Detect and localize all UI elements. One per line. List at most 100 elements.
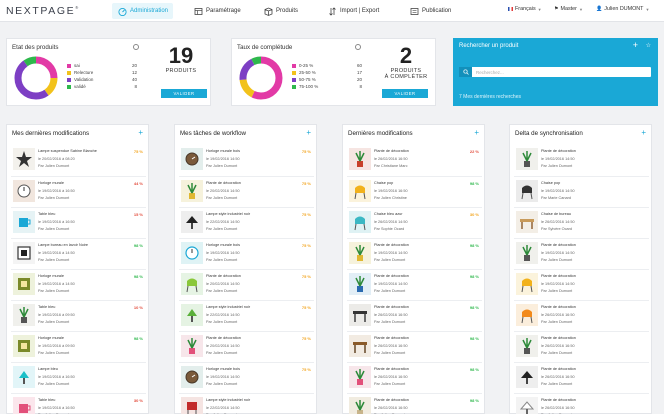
list-item[interactable]: Plante de décoration le 19/02/2016 14:50 P…	[514, 238, 649, 269]
list-item[interactable]: Lampe style industriel noir le 22/02/2016…	[179, 393, 314, 414]
publication-icon	[409, 6, 419, 16]
legend-item: validé 8	[67, 83, 137, 90]
list-item[interactable]: Plante de décoration le 19/02/2016 14:50 P…	[514, 145, 649, 176]
catalog-icon: ⚑	[554, 6, 559, 12]
completion-percent: 15 %	[133, 212, 143, 217]
list-item[interactable]: Lampe suspendue Sabine Blanche le 20/02/2…	[11, 145, 146, 176]
completion-percent: 22 %	[469, 149, 479, 154]
product-date: le 19/02/2016 14:50	[541, 189, 575, 193]
nav-parametrage[interactable]: Paramétrage	[188, 3, 246, 19]
list-item[interactable]: Lampe style industriel noir le 22/02/2016…	[179, 207, 314, 238]
column-sync-delta: Delta de synchronisation + Plante de déc…	[509, 124, 652, 414]
nav-import-export[interactable]: Import | Export	[322, 3, 384, 19]
recent-searches-link[interactable]: 7 Mes dernières recherches	[459, 94, 521, 100]
legend-item: 25-50 % 17	[292, 69, 362, 76]
list-item[interactable]: Plante de décoration le 20/02/2016 14:50 P…	[179, 269, 314, 300]
user-menu[interactable]: 👤 Julien DUMONT ▼	[596, 6, 649, 12]
product-name: Table bleu	[38, 398, 56, 402]
list-item[interactable]: Table bleu le 19/02/2016 à 09:50 Par Julie…	[11, 300, 146, 331]
list-item[interactable]: Horloge murale le 19/02/2016 à 14:50 Par J…	[11, 269, 146, 300]
product-author: Par Julien Dumont	[541, 289, 573, 293]
column-rows: Lampe suspendue Sabine Blanche le 20/02/2…	[11, 145, 146, 414]
donut-slice	[239, 56, 283, 100]
legend-label: sai	[74, 63, 80, 68]
list-item[interactable]: Horloge murale bois le 19/02/2016 14:50 Pa…	[179, 145, 314, 176]
donut-slice	[14, 56, 58, 100]
completion-percent: 98 %	[469, 274, 479, 279]
legend-swatch	[292, 70, 296, 75]
list-item[interactable]: Horloge murale le 19/02/2016 à 16:50 Par J…	[11, 176, 146, 207]
product-date: le 26/02/2016 14:50	[374, 220, 408, 224]
product-thumbnail	[13, 304, 35, 326]
column-title: Delta de synchronisation	[515, 130, 583, 137]
product-date: le 19/02/2016 14:50	[541, 282, 575, 286]
search-input[interactable]: Recherchez...	[459, 67, 651, 77]
list-item[interactable]: Lampe bleu le 19/02/2016 à 16:50 Par Julie…	[11, 362, 146, 393]
list-item[interactable]: Lampe bureau en lavoir Noire le 19/02/201…	[11, 238, 146, 269]
product-author: Par Julien Dumont	[374, 258, 406, 262]
completion-percent: 98 %	[469, 398, 479, 403]
list-item[interactable]: Horloge murale bois le 19/02/2016 14:50 Pa…	[179, 238, 314, 269]
nav-administration[interactable]: Administration	[112, 3, 174, 19]
star-icon[interactable]: ☆	[645, 43, 651, 49]
product-name: Chaise bleu azur	[374, 212, 403, 216]
list-item[interactable]: Plante de décoration le 20/02/2016 14:50 P…	[179, 331, 314, 362]
nextpage-logo[interactable]: NEXTPAGE®	[6, 5, 80, 17]
column-my-modifications: Mes dernières modifications + Lampe susp…	[6, 124, 149, 414]
product-name: Plante de décoration	[374, 398, 409, 402]
list-item[interactable]: Plante de décoration le 19/02/2016 14:50 P…	[514, 269, 649, 300]
catalog-select[interactable]: ⚑ Master ▼	[554, 6, 583, 12]
completion-percent: 75 %	[301, 149, 311, 154]
add-icon[interactable]: +	[138, 128, 143, 137]
list-item[interactable]: Lampe style industriel noir le 22/02/2016…	[179, 300, 314, 331]
import-export-icon	[327, 6, 337, 16]
list-item[interactable]: Plante de décoration le 19/02/2016 14:50 P…	[347, 238, 482, 269]
product-name: Lampe style industriel noir	[206, 212, 251, 216]
product-author: Par Julien Dumont	[38, 289, 70, 293]
validate-button[interactable]: VALIDER	[382, 89, 428, 98]
language-select[interactable]: Français ▼	[508, 6, 542, 12]
list-item[interactable]: Chaise pop le 19/02/2016 14:50 Par Marie C…	[514, 176, 649, 207]
list-item[interactable]: Plante de décoration le 19/02/2016 14:50 P…	[347, 269, 482, 300]
product-thumbnail	[181, 273, 203, 295]
settings-icon[interactable]	[355, 44, 361, 50]
list-item[interactable]: Chaise bleu azur le 26/02/2016 14:50 Par S…	[347, 207, 482, 238]
add-icon[interactable]: +	[306, 128, 311, 137]
product-date: le 20/02/2016 à 08:20	[38, 157, 75, 161]
list-item[interactable]: Horloge murale bois le 19/02/2016 14:50 Pa…	[179, 362, 314, 393]
list-item[interactable]: Chaise pop le 19/02/2016 16:50 Par Julien …	[347, 176, 482, 207]
add-icon[interactable]: +	[474, 128, 479, 137]
legend-swatch	[67, 70, 71, 75]
legend-value: 60	[356, 63, 362, 68]
add-icon[interactable]: +	[632, 40, 638, 50]
legend-swatch	[67, 63, 71, 68]
incomplete-count: 2	[399, 43, 413, 68]
validate-button[interactable]: VALIDER	[161, 89, 207, 98]
list-item[interactable]: Chaise de bureau le 26/02/2016 14:50 Par S…	[514, 207, 649, 238]
product-author: Par Julien Dumont	[374, 351, 406, 355]
product-thumbnail	[13, 397, 35, 414]
nav-produits[interactable]: Produits	[258, 3, 303, 19]
product-date: le 26/02/2016 16:50	[374, 406, 408, 410]
list-item[interactable]: Horloge murale le 19/02/2016 à 09:50 Par J…	[11, 331, 146, 362]
settings-icon[interactable]	[133, 44, 139, 50]
product-date: le 26/02/2016 16:50	[374, 375, 408, 379]
product-name: Plante de décoration	[206, 181, 241, 185]
product-author: Par Julien Dumont	[374, 320, 406, 324]
completion-percent: 98 %	[469, 243, 479, 248]
add-icon[interactable]: +	[641, 128, 646, 137]
product-date: le 19/02/2016 à 16:50	[38, 189, 75, 193]
nav-publication[interactable]: Publication	[404, 3, 456, 19]
list-item[interactable]: Plante de décoration le 20/02/2016 14:50 P…	[179, 176, 314, 207]
